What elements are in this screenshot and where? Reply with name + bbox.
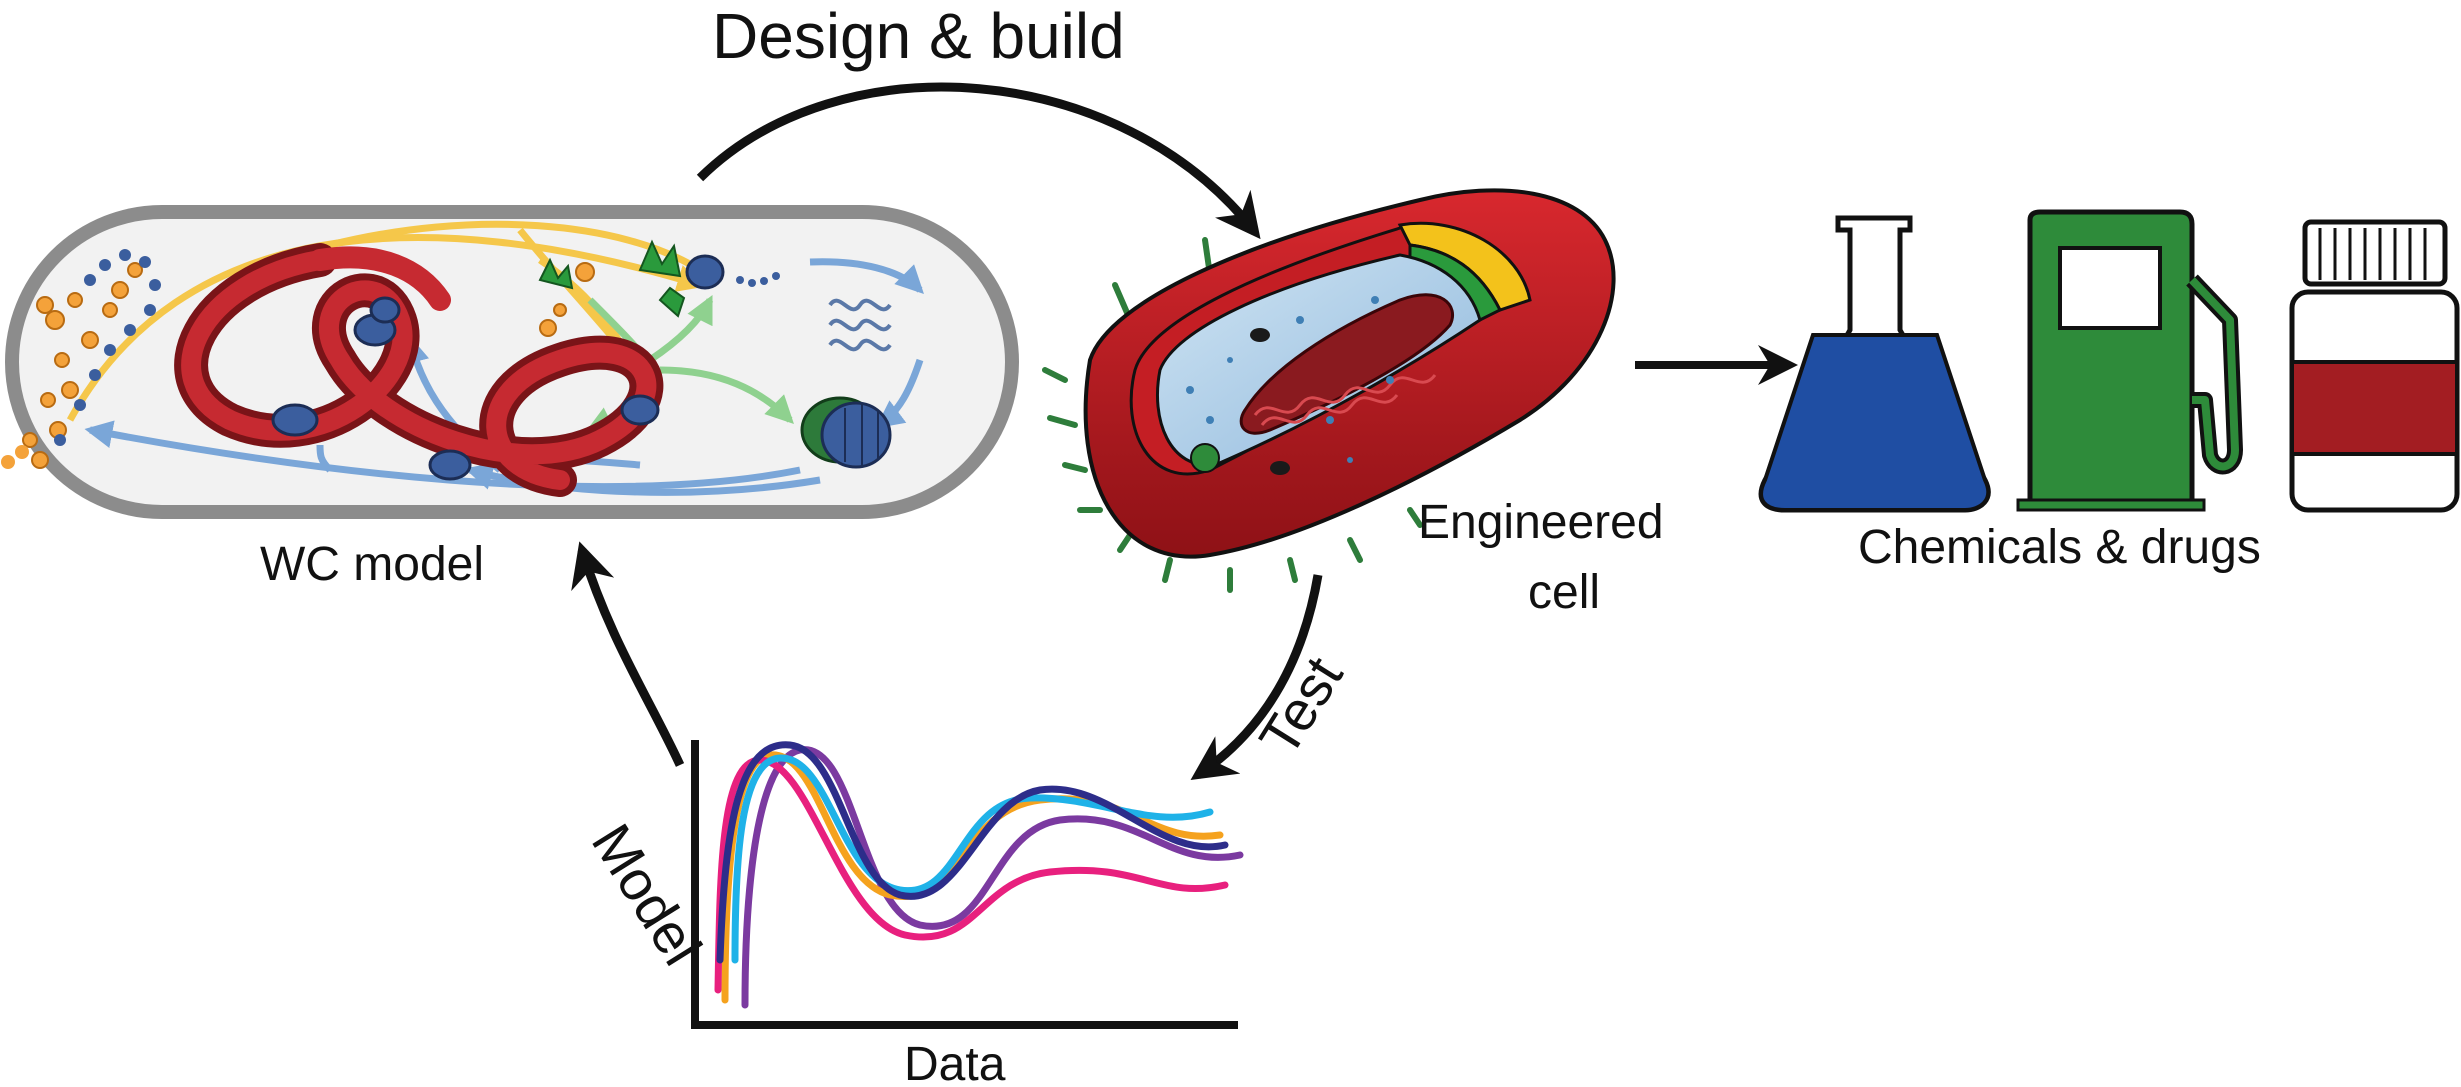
pill-bottle-icon: [2289, 219, 2460, 513]
data-label: Data: [904, 1038, 1006, 1087]
wc-model-illustration: [1, 205, 1019, 519]
flask-icon: [1758, 215, 1991, 513]
design-build-label: Design & build: [712, 0, 1125, 72]
ribosome-icon: [800, 396, 892, 469]
data-axes: [691, 740, 1238, 1029]
nucleoid: [1239, 293, 1454, 435]
model-arrow: [571, 541, 685, 767]
test-arrow: [1190, 574, 1323, 781]
chromosome-ribbon: [174, 243, 664, 497]
engineered-cell-illustration: [1042, 188, 1616, 593]
polymerase-proteins: [271, 254, 725, 481]
engineered-label-line2: cell: [1528, 566, 1600, 619]
data-curve-purple: [741, 746, 1244, 1009]
trna-molecules: [538, 239, 686, 318]
design-build-arrow: [696, 82, 1261, 240]
data-curve-navy: [716, 741, 1229, 964]
test-label: Test: [1247, 646, 1355, 767]
data-plot: [691, 740, 1244, 1029]
engineered-label-line1: Engineered: [1418, 496, 1664, 549]
chemicals-drugs-label: Chemicals & drugs: [1858, 521, 2261, 574]
data-curve-cyan: [731, 754, 1214, 964]
wc-model-label: WC model: [260, 538, 484, 591]
pili: [1042, 237, 1423, 593]
fuel-pump-icon: [2016, 209, 2243, 512]
metabolite-cluster: [1, 249, 161, 469]
helical-protein: [828, 298, 892, 352]
data-curve-magenta: [714, 756, 1229, 994]
